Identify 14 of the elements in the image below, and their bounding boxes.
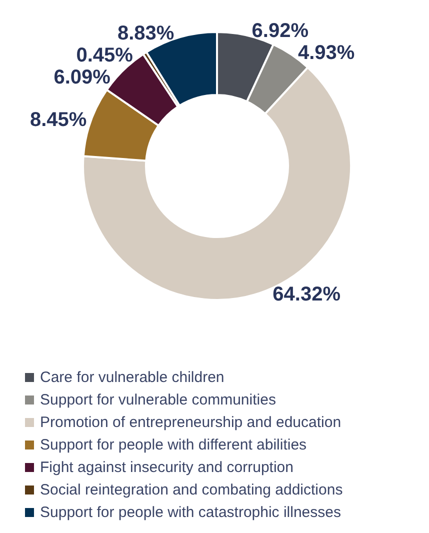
data-label: 64.32% xyxy=(272,283,341,306)
data-label: 6.09% xyxy=(54,66,111,88)
data-label: 8.83% xyxy=(117,22,174,44)
data-label: 4.93% xyxy=(298,42,355,64)
legend-label: Support for people with catastrophic illnesses xyxy=(40,504,341,521)
legend-label: Fight against insecurity and corruption xyxy=(40,459,294,476)
legend-label: Social reintegration and combating addictions xyxy=(40,482,343,498)
legend-label: Support for people with different abilities xyxy=(40,436,307,454)
legend-label: Promotion of entrepreneurship and education xyxy=(40,414,342,431)
data-label: 0.45% xyxy=(76,44,134,66)
legend-label: Care for vulnerable children xyxy=(40,369,224,386)
legend-label: Support for vulnerable communities xyxy=(40,392,276,408)
data-label: 6.92% xyxy=(252,20,309,42)
data-label: 8.45% xyxy=(30,109,87,132)
